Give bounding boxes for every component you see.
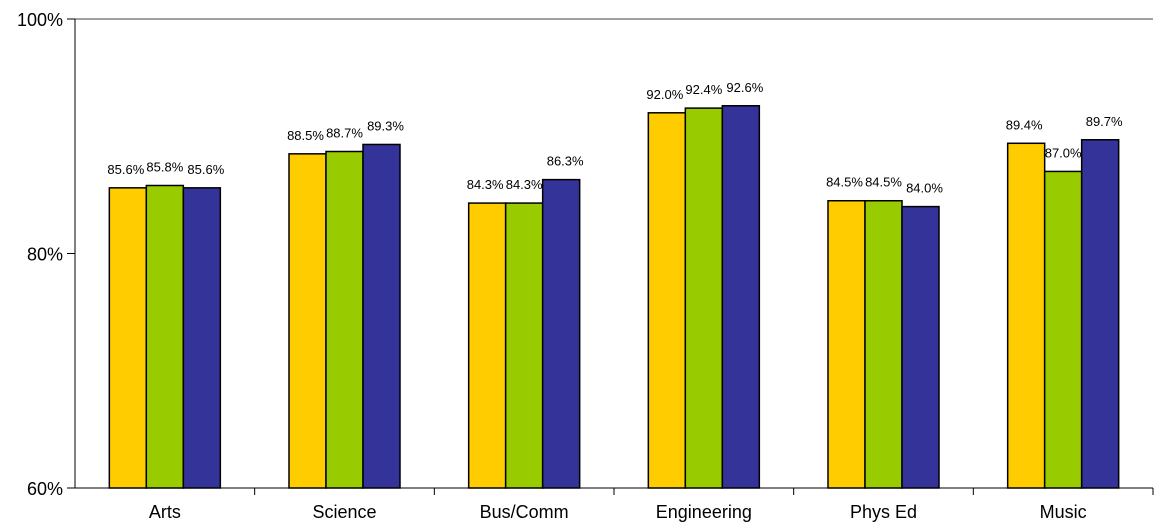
data-label: 86.3% bbox=[547, 154, 584, 169]
bar bbox=[647, 112, 687, 489]
data-label: 89.3% bbox=[367, 118, 404, 133]
data-label: 84.5% bbox=[826, 175, 863, 190]
bar bbox=[864, 199, 903, 489]
x-category-label: Arts bbox=[149, 502, 181, 522]
data-label: 88.7% bbox=[326, 125, 363, 140]
y-tick-label: 60% bbox=[27, 479, 63, 499]
data-label: 84.3% bbox=[467, 177, 504, 192]
bar bbox=[1043, 170, 1083, 489]
data-label: 92.6% bbox=[726, 80, 763, 95]
bar bbox=[108, 187, 148, 489]
bar bbox=[827, 199, 866, 489]
data-label: 92.0% bbox=[646, 87, 683, 102]
bar bbox=[362, 143, 401, 489]
data-label: 85.6% bbox=[107, 162, 144, 177]
data-label: 89.4% bbox=[1006, 117, 1043, 132]
bar bbox=[504, 202, 544, 489]
data-label: 87.0% bbox=[1045, 145, 1082, 160]
bar bbox=[684, 107, 724, 489]
bar bbox=[1080, 139, 1120, 489]
data-label: 84.3% bbox=[506, 177, 543, 192]
data-label: 85.6% bbox=[187, 162, 224, 177]
data-label: 85.8% bbox=[146, 159, 183, 174]
data-label: 92.4% bbox=[685, 82, 722, 97]
bar bbox=[145, 184, 185, 489]
bar bbox=[182, 187, 222, 489]
bar bbox=[467, 202, 507, 489]
bar bbox=[1006, 142, 1046, 489]
bar bbox=[325, 150, 364, 489]
data-label: 89.7% bbox=[1086, 114, 1123, 129]
data-label: 84.5% bbox=[865, 175, 902, 190]
bar bbox=[288, 153, 327, 489]
data-label: 84.0% bbox=[906, 181, 943, 196]
x-category-label: Phys Ed bbox=[850, 502, 917, 522]
bar bbox=[901, 205, 940, 489]
y-tick-label: 100% bbox=[17, 10, 63, 30]
x-category-label: Bus/Comm bbox=[480, 502, 569, 522]
x-category-label: Science bbox=[312, 502, 376, 522]
bar bbox=[541, 178, 581, 489]
y-tick-label: 80% bbox=[27, 245, 63, 265]
x-category-label: Engineering bbox=[656, 502, 752, 522]
data-label: 88.5% bbox=[287, 128, 324, 143]
x-category-label: Music bbox=[1040, 502, 1087, 522]
bar bbox=[721, 105, 761, 489]
